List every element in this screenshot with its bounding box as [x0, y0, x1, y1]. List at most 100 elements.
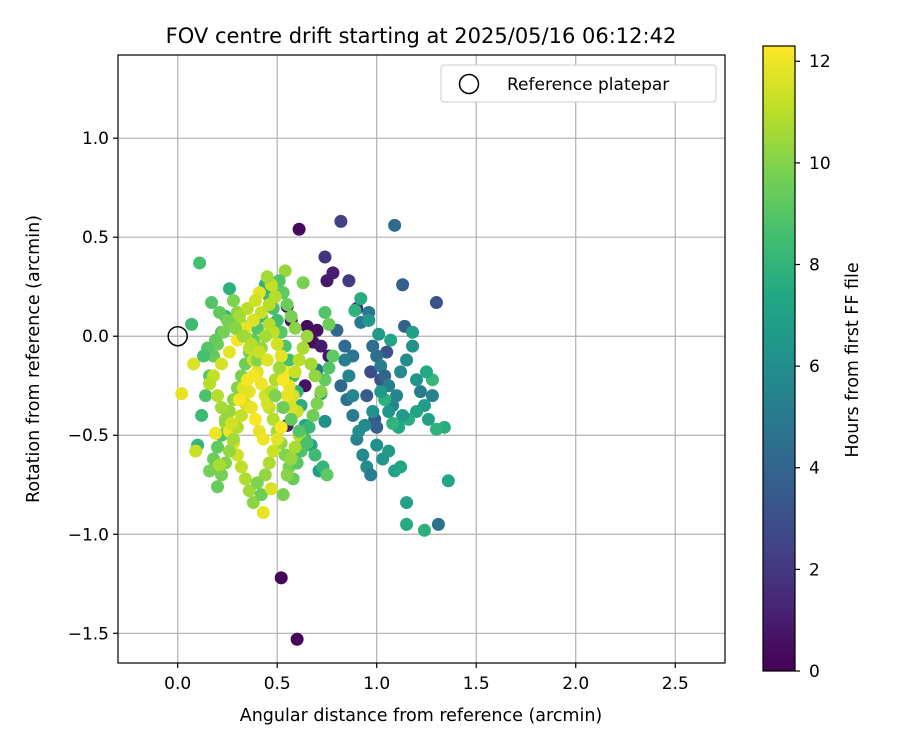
- data-point: [302, 420, 316, 434]
- grid-lines: [118, 55, 725, 663]
- data-point: [254, 488, 268, 502]
- colorbar-tick-label: 2: [809, 560, 820, 580]
- data-point: [288, 440, 302, 454]
- data-point: [322, 361, 336, 375]
- data-point: [258, 468, 272, 482]
- data-point: [308, 448, 322, 462]
- data-point: [276, 401, 290, 415]
- data-point: [284, 452, 298, 466]
- data-point: [199, 389, 213, 403]
- data-point: [226, 294, 240, 308]
- data-point: [195, 408, 209, 422]
- data-point: [232, 309, 246, 323]
- data-point: [224, 416, 238, 430]
- data-point: [429, 296, 443, 310]
- data-point: [310, 323, 324, 337]
- data-point: [214, 401, 228, 415]
- data-point: [211, 389, 225, 403]
- data-point: [370, 438, 384, 452]
- data-point: [390, 389, 404, 403]
- data-point: [203, 377, 217, 391]
- data-point: [216, 325, 230, 339]
- data-point: [338, 339, 352, 353]
- data-point: [300, 436, 314, 450]
- data-point: [314, 385, 328, 399]
- data-point: [352, 424, 366, 438]
- data-point: [308, 369, 322, 383]
- data-point: [214, 357, 228, 371]
- legend-reference-icon: [458, 73, 480, 95]
- data-point: [254, 377, 268, 391]
- data-point: [252, 345, 266, 359]
- data-point: [232, 393, 246, 407]
- data-point: [300, 329, 314, 343]
- x-tick-label: 2.0: [562, 674, 589, 694]
- data-point: [246, 496, 260, 510]
- chart-title: FOV centre drift starting at 2025/05/16 …: [166, 24, 677, 48]
- data-point: [262, 317, 276, 331]
- data-point: [212, 458, 226, 472]
- data-point: [318, 414, 332, 428]
- x-tick-label: 1.0: [363, 674, 390, 694]
- data-point: [326, 349, 340, 363]
- data-point: [292, 353, 306, 367]
- data-point: [268, 389, 282, 403]
- data-point: [288, 365, 302, 379]
- data-point: [346, 389, 360, 403]
- data-point: [429, 422, 443, 436]
- data-point: [394, 365, 408, 379]
- data-point: [284, 412, 298, 426]
- y-axis-label: Rotation from reference (arcmin): [24, 215, 44, 503]
- data-point: [400, 517, 414, 531]
- data-point: [326, 266, 340, 280]
- data-point: [209, 426, 223, 440]
- data-point: [322, 317, 336, 331]
- colorbar-ticks: 0 2 4 6 8 10 12: [795, 52, 831, 682]
- data-point: [384, 333, 398, 347]
- data-point: [318, 250, 332, 264]
- data-point: [362, 313, 376, 327]
- data-point: [211, 440, 225, 454]
- data-point: [276, 488, 290, 502]
- data-point: [342, 369, 356, 383]
- data-point: [425, 389, 439, 403]
- data-point: [268, 290, 282, 304]
- y-tick-label: 0.0: [82, 327, 109, 347]
- data-point: [290, 632, 304, 646]
- data-point: [318, 373, 332, 387]
- data-point: [189, 444, 203, 458]
- x-axis-label: Angular distance from reference (arcmin): [240, 706, 603, 726]
- colorbar-label: Hours from first FF file: [843, 262, 863, 457]
- data-point: [238, 472, 252, 486]
- data-point: [264, 482, 278, 496]
- data-point: [222, 282, 236, 296]
- data-point: [274, 349, 288, 363]
- data-point: [272, 361, 286, 375]
- colorbar-tick-label: 0: [809, 662, 820, 682]
- data-point: [421, 412, 435, 426]
- data-point: [240, 373, 254, 387]
- legend-entry-reference: Reference platepar: [507, 75, 669, 95]
- data-point: [244, 401, 258, 415]
- plot-frame: [117, 54, 726, 664]
- data-point: [270, 337, 284, 351]
- data-point: [366, 404, 380, 418]
- data-point: [280, 298, 294, 312]
- data-point: [222, 444, 236, 458]
- data-point: [288, 321, 302, 335]
- data-point: [185, 317, 199, 331]
- data-point: [388, 218, 402, 232]
- y-axis-ticks: 1.0 0.5 0.0 −0.5 −1.0 −1.5: [68, 129, 118, 644]
- data-point: [334, 214, 348, 228]
- data-point: [236, 329, 250, 343]
- data-point: [197, 349, 211, 363]
- data-point: [260, 270, 274, 284]
- data-point: [274, 571, 288, 585]
- data-point: [296, 276, 310, 290]
- data-point: [394, 460, 408, 474]
- data-point: [370, 420, 384, 434]
- data-point: [187, 357, 201, 371]
- data-point: [414, 385, 428, 399]
- y-tick-label: 1.0: [82, 129, 109, 149]
- data-point: [234, 460, 248, 474]
